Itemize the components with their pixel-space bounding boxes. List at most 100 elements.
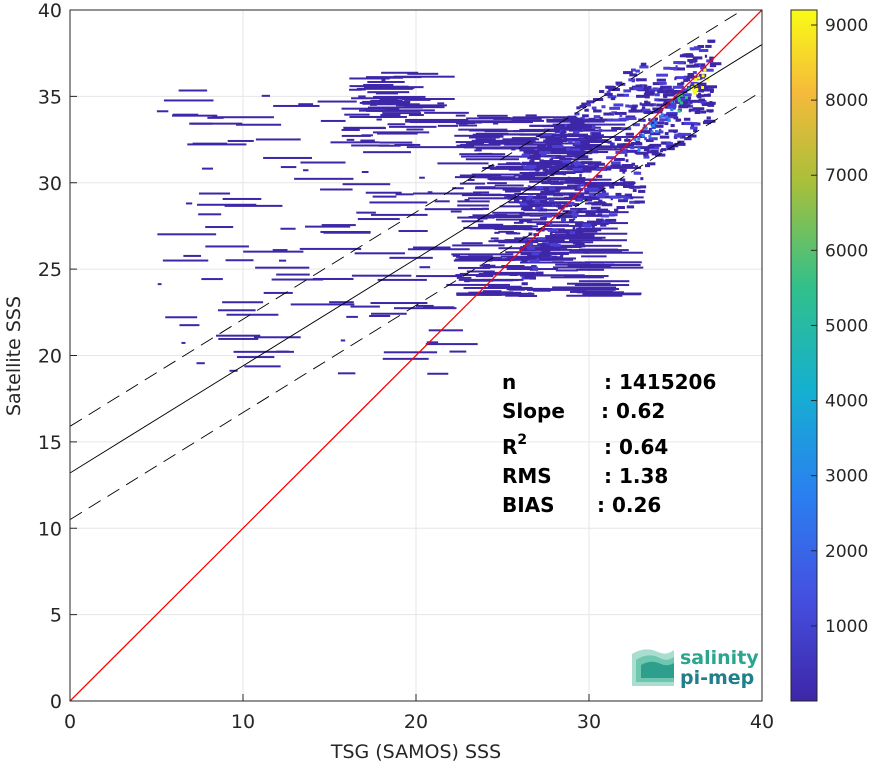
density-cell [541,242,550,246]
density-cell [320,119,346,122]
density-cell [520,261,582,264]
density-cell [664,122,669,126]
density-cell [181,341,186,344]
density-cell [526,221,584,224]
density-cell [487,285,522,288]
density-cell [538,254,551,258]
density-cell [357,218,400,221]
density-cell [579,173,582,177]
density-cell [493,122,499,125]
density-cell [665,144,669,148]
density-cell [625,117,637,121]
density-cell [621,164,634,168]
density-cell [280,227,296,230]
density-cell [585,212,596,216]
density-cell [585,124,590,128]
density-cell [513,199,520,202]
density-cell [649,132,661,136]
density-cell [568,233,581,237]
density-cell [299,247,362,250]
density-cell [504,190,521,193]
density-cell [606,90,611,94]
density-cell-high [684,96,688,100]
density-cell [183,254,202,257]
density-cell [687,73,695,77]
density-cell [559,139,568,143]
density-cell [706,109,714,113]
density-cell [611,111,617,115]
density-cell [495,218,547,221]
density-cell [559,181,563,185]
density-cell [394,307,457,310]
density-cell [300,161,346,164]
density-cell [455,114,466,117]
density-cell [341,128,360,131]
density-cell [673,129,677,133]
density-cell [574,127,583,131]
density-cell [591,224,595,228]
density-cell [698,92,701,96]
density-cell [571,210,577,214]
density-cell [366,109,421,112]
density-cell [537,144,547,147]
density-cell [564,157,572,160]
density-cell [560,187,576,190]
density-cell [405,104,439,107]
density-cell [578,280,630,283]
density-cell [548,246,554,250]
density-cell [684,101,693,105]
density-cell [512,116,550,119]
density-cell [449,350,467,353]
density-cell [560,253,564,257]
density-cell [597,213,603,217]
density-cell [580,169,592,173]
density-cell [162,259,209,262]
density-cell [632,123,640,127]
density-cell [633,87,644,91]
density-cell [415,304,434,307]
density-cell [467,178,475,181]
density-cell [197,203,257,206]
density-cell [677,82,684,86]
density-cell [694,111,701,115]
density-cell [598,199,603,203]
density-cell [586,293,641,296]
density-cell [525,203,556,206]
density-cell [631,162,636,166]
density-cell [655,108,664,112]
density-cell-high [677,99,681,103]
density-cell [539,136,567,139]
density-cell [507,257,554,260]
density-cell [623,93,629,97]
density-cell [608,213,618,217]
density-cell [511,119,545,122]
density-cell [452,244,505,247]
density-cell [457,204,489,207]
density-cell [457,200,490,203]
density-cell [567,115,577,119]
density-cell [506,195,546,198]
colorbar-tick-label: 9000 [825,16,868,36]
density-cell [636,151,647,155]
density-cloud [156,39,722,375]
density-cell [478,225,525,228]
density-cell [535,172,565,175]
density-cell [367,80,405,83]
density-cell [387,123,406,126]
density-cell [531,247,561,250]
density-cell [645,139,654,143]
density-cell [363,151,411,154]
density-cell [623,184,630,188]
density-cell [320,188,353,191]
density-cell [542,214,552,218]
density-cell [621,148,628,152]
density-cell [351,144,390,147]
density-cell [437,102,445,105]
density-cell [349,115,391,118]
density-cell [567,263,615,266]
density-cell [640,177,644,181]
y-tick-label: 35 [38,86,62,108]
density-cell [499,142,510,145]
density-cell [437,162,489,165]
density-cell [529,259,540,263]
